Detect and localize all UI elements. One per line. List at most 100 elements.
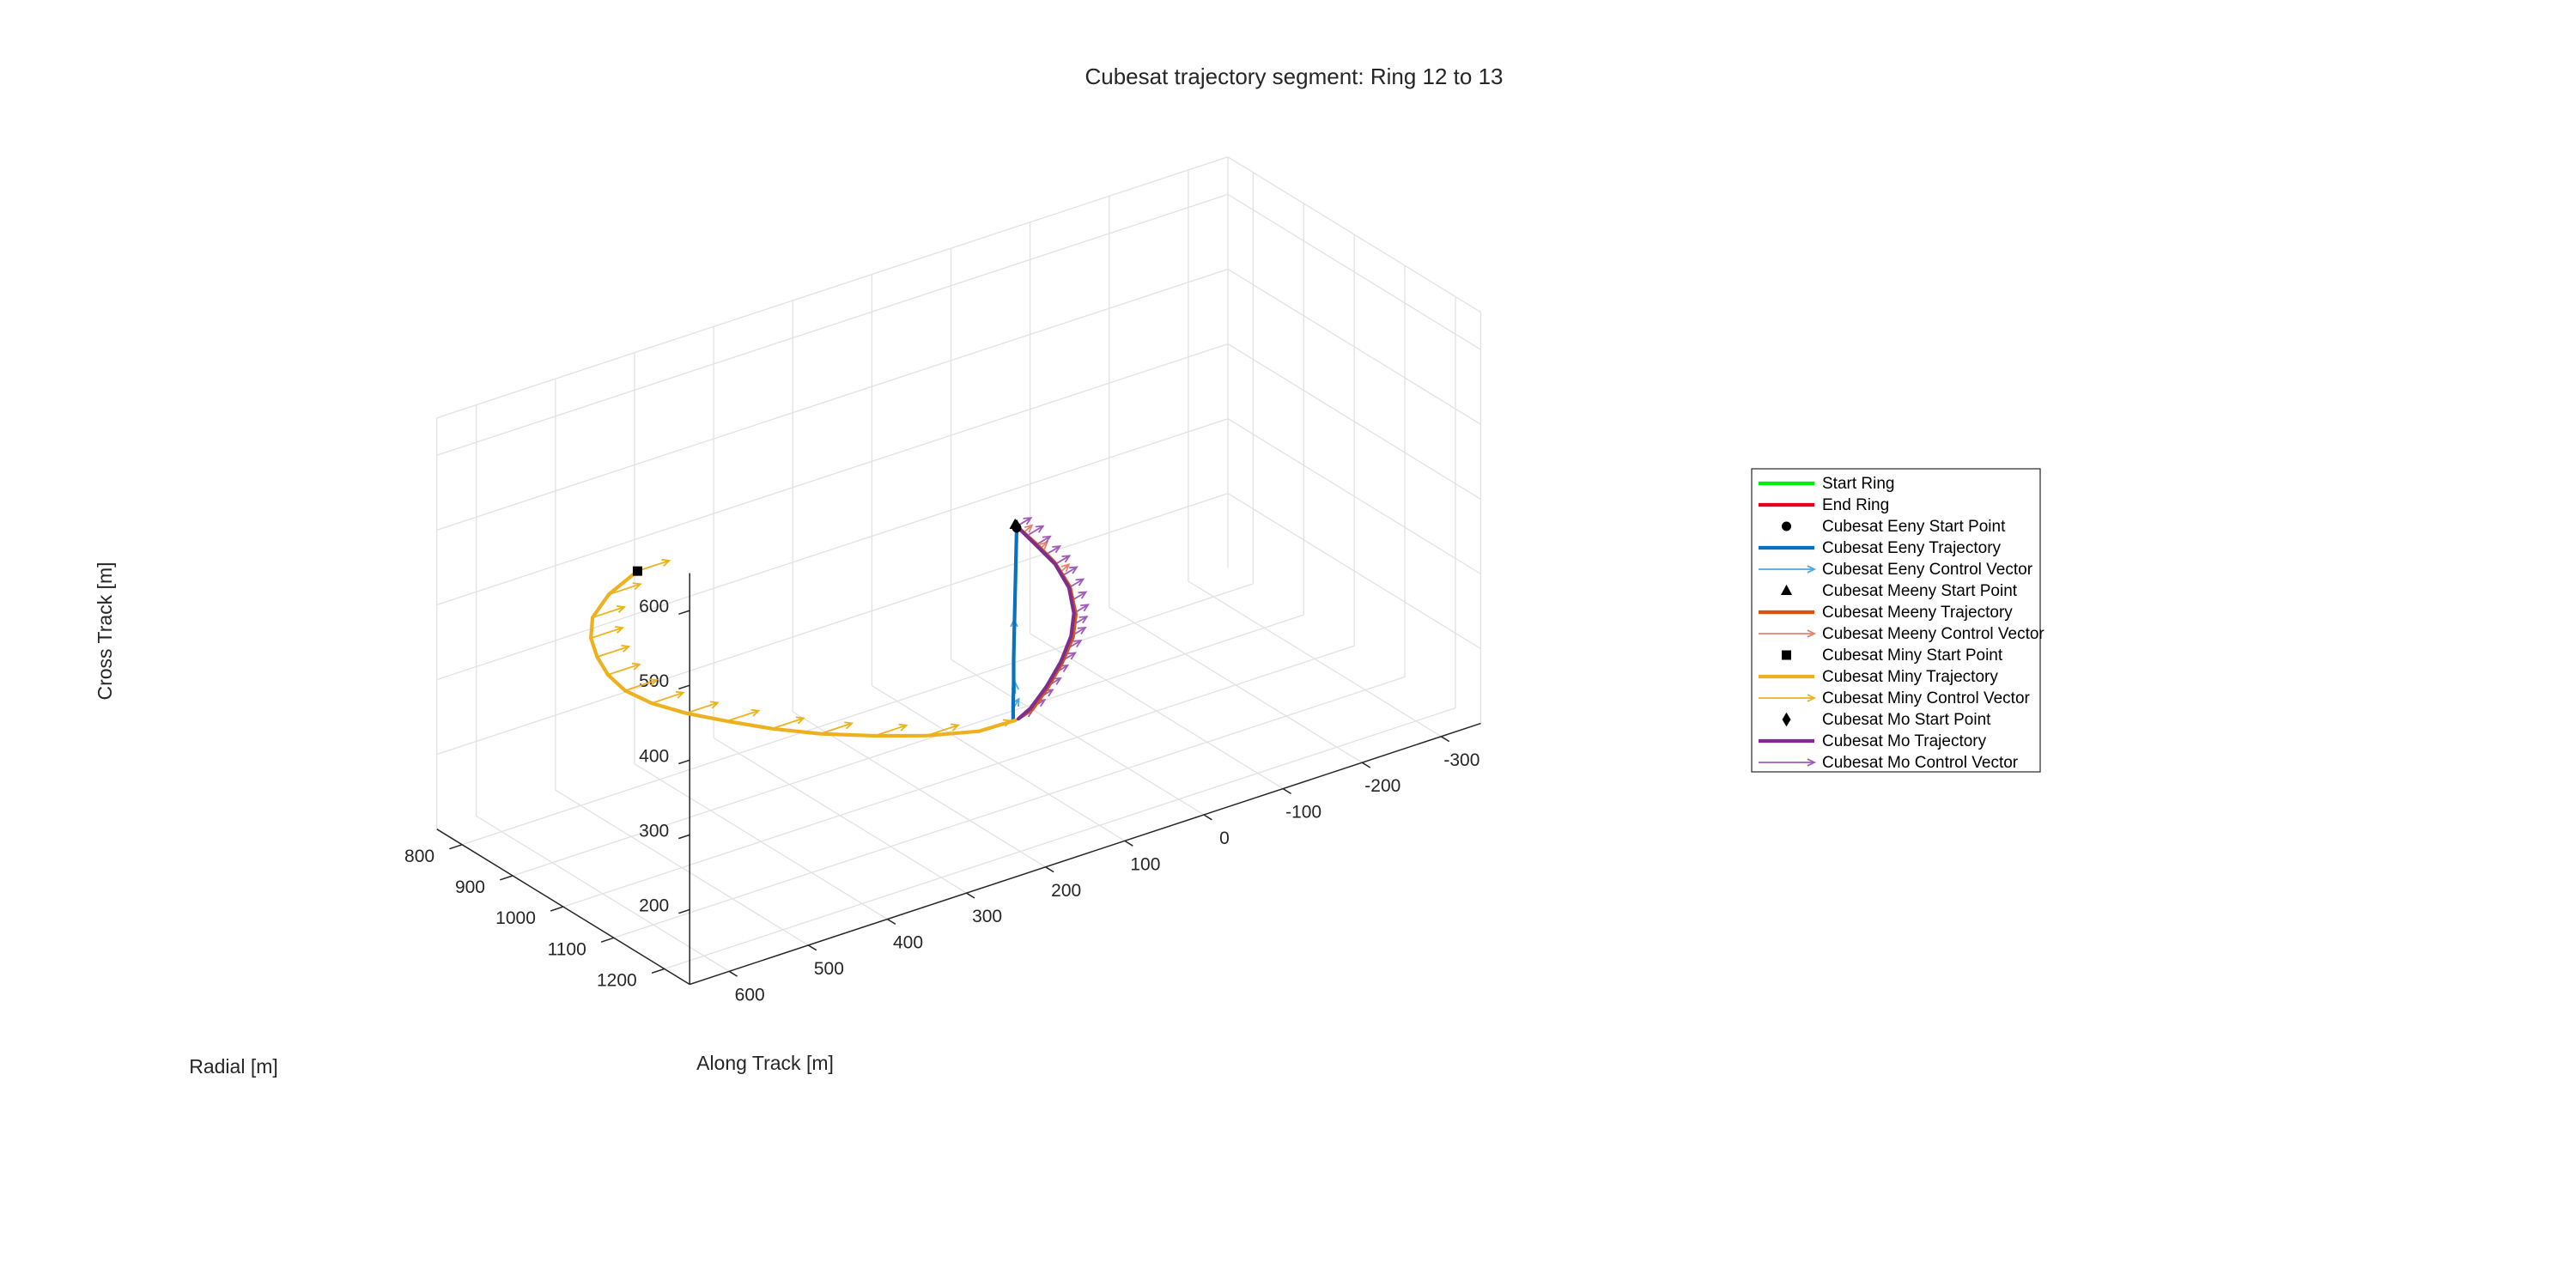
- grid-line: [1227, 268, 1481, 425]
- grid-line: [1227, 156, 1481, 313]
- x-axis-line: [689, 722, 1481, 986]
- control-vector-arrow: [607, 662, 641, 676]
- legend-label: Cubesat Eeny Trajectory: [1822, 539, 2002, 557]
- legend-entry: Start Ring: [1759, 475, 1894, 493]
- z-tick-label: 200: [639, 895, 669, 915]
- legend-entry: Cubesat Miny Control Vector: [1759, 689, 2031, 707]
- control-vector-arrow: [726, 708, 761, 722]
- z-tick-mark: [678, 834, 690, 840]
- y-tick-mark: [550, 906, 564, 912]
- legend-box: [1751, 468, 2041, 773]
- z-tick-label: 300: [639, 821, 669, 841]
- control-vector-arrow: [651, 690, 685, 704]
- cubesat-miny-trajectory-line: [589, 568, 1018, 738]
- legend-label: Cubesat Meeny Trajectory: [1822, 604, 2013, 622]
- z-tick-mark: [678, 684, 690, 690]
- control-vector-arrow: [624, 678, 659, 692]
- grid-line: [436, 343, 1229, 606]
- y-tick-mark: [651, 968, 665, 974]
- grid-line: [1227, 418, 1481, 575]
- grid-line: [436, 193, 1229, 456]
- control-vector-arrow: [771, 716, 805, 730]
- y-axis-line: [436, 829, 690, 986]
- legend-label: Cubesat Miny Trajectory: [1822, 668, 1998, 686]
- grid-lines: [436, 156, 1482, 972]
- grid-line: [1227, 193, 1481, 350]
- legend-entry: Cubesat Mo Trajectory: [1759, 732, 1987, 750]
- cubesat-eeny-trajectory-line: [1011, 525, 1019, 722]
- legend-entry: Cubesat Eeny Control Vector: [1759, 561, 2033, 579]
- x-tick-label: 100: [1130, 854, 1160, 874]
- legend-label: Cubesat Miny Control Vector: [1822, 689, 2031, 707]
- tick-labels: -300 -200 -100 0 100 200 300 400 500 600 800 900 100…: [404, 597, 1479, 1005]
- y-tick-mark: [449, 844, 463, 850]
- control-vector-arrow: [1060, 563, 1071, 573]
- x-tick-mark: [887, 918, 896, 926]
- control-vector-arrow: [608, 582, 642, 596]
- legend: Start Ring End Ring Cubesat Eeny Start Poi…: [1751, 468, 2044, 773]
- grid-line: [436, 268, 1229, 531]
- chart-title: Cubesat trajectory segment: Ring 12 to 1…: [1084, 64, 1503, 89]
- legend-entry: Cubesat Meeny Trajectory: [1759, 604, 2013, 622]
- legend-arrow-swatch: [1759, 694, 1817, 702]
- x-tick-mark: [1045, 866, 1054, 873]
- grid-line: [664, 707, 1456, 970]
- x-tick-mark: [1282, 787, 1291, 795]
- legend-label: Cubesat Miny Start Point: [1822, 647, 2003, 665]
- x-tick-mark: [1203, 814, 1212, 821]
- z-tick-mark: [678, 759, 690, 765]
- z-axis-label: Cross Track [m]: [94, 562, 116, 700]
- y-tick-label: 900: [455, 877, 485, 897]
- legend-entry: Cubesat Meeny Start Point: [1780, 582, 2018, 600]
- grid-line: [436, 418, 1229, 681]
- legend-label: Start Ring: [1822, 475, 1894, 493]
- x-tick-label: -100: [1285, 803, 1321, 823]
- control-vector-arrow: [1062, 566, 1078, 577]
- axes-3d: -300 -200 -100 0 100 200 300 400 500 600 800 900 100…: [94, 156, 1482, 1078]
- x-tick-label: -300: [1443, 750, 1479, 770]
- legend-entry: End Ring: [1759, 496, 1889, 514]
- x-tick-label: 400: [893, 933, 923, 953]
- grid-line: [461, 583, 1254, 846]
- z-tick-label: 400: [639, 746, 669, 766]
- x-tick-mark: [1124, 840, 1133, 847]
- legend-label: Cubesat Eeny Control Vector: [1822, 561, 2033, 579]
- y-tick-mark: [600, 937, 615, 943]
- x-tick-mark: [1361, 762, 1371, 768]
- control-vector-arrow: [590, 626, 624, 640]
- x-tick-label: 600: [735, 985, 765, 1005]
- grid-line: [436, 156, 1229, 419]
- x-tick-mark: [1441, 736, 1450, 743]
- x-tick-label: 200: [1051, 881, 1081, 901]
- legend-label: Cubesat Mo Control Vector: [1822, 754, 2019, 772]
- y-tick-label: 800: [404, 847, 434, 866]
- legend-arrow-swatch: [1759, 629, 1817, 638]
- grid-line: [512, 614, 1304, 877]
- grid-line: [1227, 493, 1481, 650]
- x-tick-label: 500: [814, 959, 844, 979]
- legend-entry: Cubesat Mo Start Point: [1782, 711, 1991, 729]
- y-tick-label: 1200: [597, 971, 637, 991]
- control-vector-arrow: [1028, 525, 1045, 536]
- legend-arrow-swatch: [1759, 758, 1817, 767]
- legend-label: End Ring: [1822, 496, 1889, 514]
- z-tick-mark: [678, 610, 690, 616]
- control-vector-arrow: [592, 605, 626, 619]
- grid-line: [562, 645, 1355, 908]
- axis-lines: [436, 573, 1481, 986]
- legend-label: Cubesat Meeny Control Vector: [1822, 625, 2044, 643]
- legend-label: Cubesat Eeny Start Point: [1822, 518, 2006, 536]
- control-vector-arrow: [685, 701, 720, 714]
- legend-entry: Cubesat Eeny Start Point: [1782, 518, 2006, 536]
- x-tick-label: 0: [1219, 829, 1230, 848]
- x-tick-label: 300: [972, 907, 1002, 926]
- y-tick-mark: [500, 875, 513, 881]
- data-series: [589, 517, 1091, 738]
- x-axis-label: Along Track [m]: [696, 1052, 834, 1074]
- grid-line: [613, 676, 1406, 938]
- control-vector-arrow: [597, 644, 631, 658]
- grid-line: [436, 493, 1229, 756]
- control-vector-arrow: [637, 558, 671, 572]
